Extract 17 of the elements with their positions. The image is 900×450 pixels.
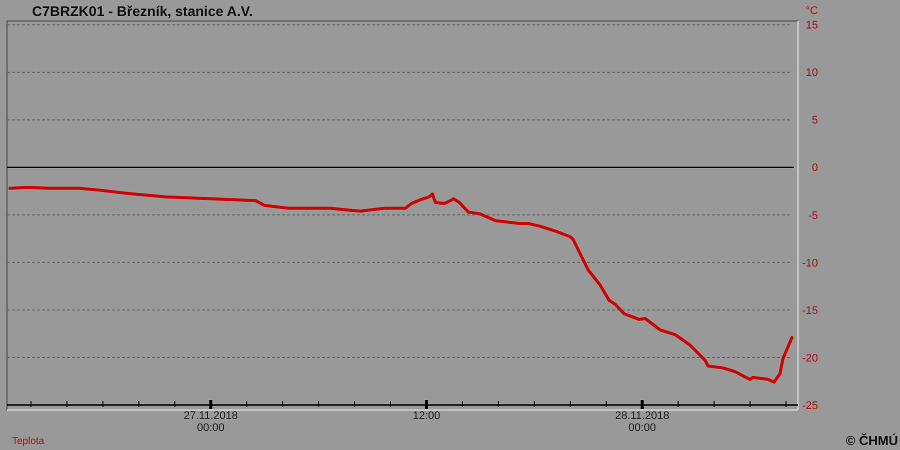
x-tick-label: 12:00 [412, 410, 440, 422]
y-tick-label: 15 [806, 20, 818, 32]
y-tick-label: -10 [802, 257, 818, 270]
x-tick-label: 27.11.2018 00:00 [184, 410, 238, 434]
y-axis-title: °C [806, 5, 818, 17]
y-tick-label: -25 [802, 400, 818, 412]
y-tick-label: -5 [808, 210, 818, 222]
text: © ČHMÚ [846, 433, 898, 448]
y-tick-label: 0 [812, 162, 818, 174]
y-tick-label: 10 [806, 67, 818, 80]
y-tick-label: 5 [812, 114, 818, 127]
text: Teplota [12, 436, 45, 447]
y-tick-label: -20 [802, 352, 818, 364]
chart-title: C7BRZK01 - Březník, stanice A.V. [32, 3, 253, 19]
y-tick-label: -15 [802, 304, 818, 317]
line-series [8, 186, 794, 384]
x-tick-label: 28.11.2018 00:00 [615, 410, 670, 434]
